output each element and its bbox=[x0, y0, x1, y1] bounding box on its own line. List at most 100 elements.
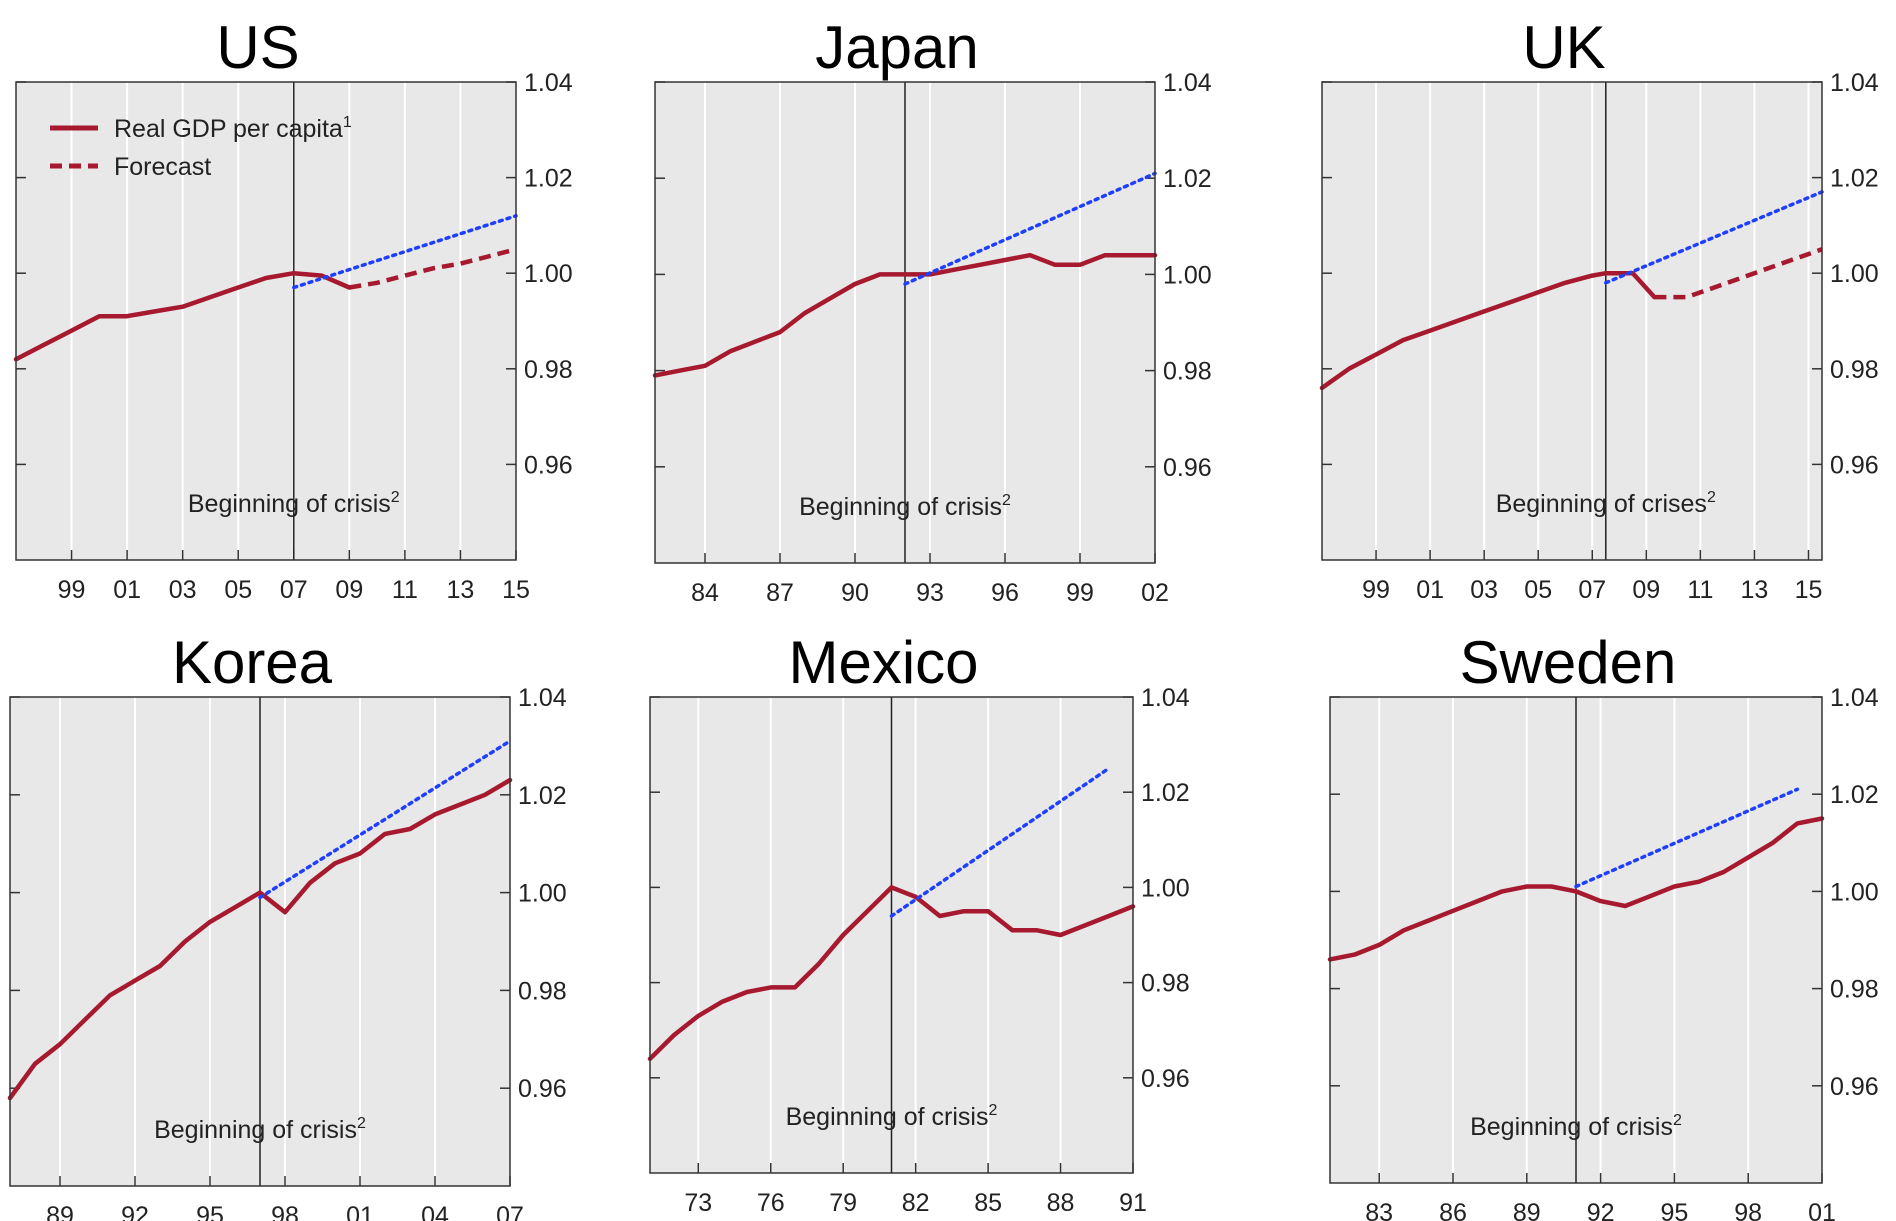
series-line-actual bbox=[1319, 270, 1657, 391]
legend: Real GDP per capita1 Forecast bbox=[50, 114, 352, 181]
x-tick-label: 79 bbox=[829, 1189, 857, 1217]
crisis-annotation: Beginning of crisis2 bbox=[188, 489, 400, 518]
series-line-trend bbox=[292, 214, 518, 290]
y-tick-label: 1.04 bbox=[1830, 684, 1879, 712]
x-tick-label: 95 bbox=[1660, 1199, 1688, 1221]
plot-frame bbox=[9, 696, 511, 1187]
panel-title: Mexico bbox=[788, 629, 978, 696]
panel-title: Japan bbox=[815, 14, 978, 81]
y-tick-label: 1.02 bbox=[1141, 779, 1190, 807]
series-line-forecast bbox=[348, 247, 517, 290]
x-tick-label: 07 bbox=[1578, 576, 1606, 604]
plot-background bbox=[16, 82, 516, 560]
x-tick-label: 98 bbox=[271, 1202, 299, 1221]
x-tick-label: 09 bbox=[335, 576, 363, 604]
x-tick-label: 05 bbox=[1524, 576, 1552, 604]
x-tick-label: 07 bbox=[280, 576, 308, 604]
crisis-annotation: Beginning of crisis2 bbox=[154, 1115, 366, 1144]
x-tick-label: 89 bbox=[46, 1202, 74, 1221]
legend-label-actual-sup: 1 bbox=[343, 114, 352, 131]
x-tick-label: 04 bbox=[421, 1202, 449, 1221]
series-line-actual bbox=[7, 777, 513, 1101]
x-tick-label: 11 bbox=[1687, 576, 1713, 604]
y-tick-label: 1.02 bbox=[1163, 165, 1212, 193]
series-line-actual bbox=[652, 252, 1158, 378]
x-tick-label: 84 bbox=[691, 579, 719, 607]
y-tick-label: 1.00 bbox=[1830, 878, 1879, 906]
x-tick-label: 13 bbox=[447, 576, 475, 604]
plot-frame bbox=[649, 696, 1134, 1174]
x-tick-label: 09 bbox=[1632, 576, 1660, 604]
y-tick-label: 0.98 bbox=[1830, 356, 1879, 384]
y-tick-label: 1.04 bbox=[1163, 69, 1212, 97]
x-tick-label: 93 bbox=[916, 579, 944, 607]
crisis-annotation-sup: 2 bbox=[1707, 489, 1716, 506]
x-tick-label: 99 bbox=[1066, 579, 1094, 607]
x-tick-label: 88 bbox=[1047, 1189, 1075, 1217]
chart-panel-mexico: 0.96 0.98 1.00 1.02 1.04 73 76 79 82 85 88 91 Beginn… bbox=[647, 629, 1190, 1217]
panel-title: Korea bbox=[172, 629, 333, 696]
y-tick-label: 0.98 bbox=[518, 977, 567, 1005]
x-tick-label: 01 bbox=[1808, 1199, 1836, 1221]
y-tick-label: 0.98 bbox=[1141, 970, 1190, 998]
series-line-trend bbox=[889, 766, 1111, 918]
y-tick-label: 0.98 bbox=[1830, 976, 1879, 1004]
y-tick-label: 0.96 bbox=[518, 1075, 567, 1103]
crisis-annotation: Beginning of crises2 bbox=[1496, 489, 1716, 518]
y-tick-label: 1.00 bbox=[518, 880, 567, 908]
y-tick-label: 1.00 bbox=[1830, 260, 1879, 288]
x-tick-label: 76 bbox=[757, 1189, 785, 1217]
x-tick-label: 85 bbox=[974, 1189, 1002, 1217]
x-tick-label: 13 bbox=[1741, 576, 1769, 604]
x-tick-label: 92 bbox=[121, 1202, 149, 1221]
y-tick-label: 1.04 bbox=[524, 69, 573, 97]
x-tick-label: 83 bbox=[1365, 1199, 1393, 1221]
series-line-trend bbox=[258, 739, 512, 900]
x-tick-label: 07 bbox=[496, 1202, 524, 1221]
y-tick-label: 0.96 bbox=[1830, 451, 1879, 479]
series-line-trend bbox=[1574, 787, 1800, 889]
series-line-actual bbox=[1327, 816, 1825, 962]
chart-panel-sweden: 0.96 0.98 1.00 1.02 1.04 83 86 89 92 95 98 01 Beginn… bbox=[1327, 629, 1879, 1221]
plot-frame bbox=[1321, 81, 1823, 561]
x-tick-label: 02 bbox=[1141, 579, 1169, 607]
legend-label-actual: Real GDP per capita1 bbox=[114, 114, 352, 143]
chart-panel-uk: 0.96 0.98 1.00 1.02 1.04 99 01 03 05 07 09 11 13 15 Be… bbox=[1319, 14, 1879, 604]
plot-frame bbox=[15, 81, 517, 561]
y-tick-label: 1.00 bbox=[1141, 874, 1190, 902]
y-tick-label: 0.98 bbox=[1163, 358, 1212, 386]
y-tick-label: 1.00 bbox=[524, 260, 573, 288]
x-tick-label: 82 bbox=[902, 1189, 930, 1217]
x-tick-label: 15 bbox=[502, 576, 530, 604]
y-tick-label: 1.02 bbox=[1830, 165, 1879, 193]
y-tick-label: 1.02 bbox=[518, 782, 567, 810]
x-tick-label: 03 bbox=[1470, 576, 1498, 604]
y-tick-label: 0.98 bbox=[524, 356, 573, 384]
y-tick-label: 1.02 bbox=[1830, 781, 1879, 809]
chart-panel-us: 0.96 0.98 1.00 1.02 1.04 99 01 03 05 07 09 11 13 15 Be… bbox=[13, 14, 573, 604]
y-tick-label: 1.04 bbox=[1141, 684, 1190, 712]
x-tick-label: 98 bbox=[1734, 1199, 1762, 1221]
y-tick-label: 0.96 bbox=[524, 451, 573, 479]
crisis-annotation-sup: 2 bbox=[1673, 1112, 1682, 1129]
series-line-actual bbox=[647, 885, 1136, 1062]
x-tick-label: 03 bbox=[169, 576, 197, 604]
x-tick-label: 87 bbox=[766, 579, 794, 607]
crisis-annotation: Beginning of crisis2 bbox=[786, 1102, 998, 1131]
x-tick-label: 95 bbox=[196, 1202, 224, 1221]
y-tick-label: 1.02 bbox=[524, 165, 573, 193]
x-tick-label: 96 bbox=[991, 579, 1019, 607]
plot-frame bbox=[1329, 696, 1823, 1184]
panel-title: UK bbox=[1522, 14, 1605, 81]
chart-panel-japan: 0.96 0.98 1.00 1.02 1.04 84 87 90 93 96 99 02 Beginn… bbox=[652, 14, 1212, 607]
x-tick-label: 01 bbox=[346, 1202, 374, 1221]
crisis-annotation: Beginning of crisis2 bbox=[799, 492, 1011, 521]
x-tick-label: 05 bbox=[224, 576, 252, 604]
x-tick-label: 90 bbox=[841, 579, 869, 607]
x-tick-label: 92 bbox=[1587, 1199, 1615, 1221]
y-tick-label: 0.96 bbox=[1141, 1065, 1190, 1093]
x-tick-label: 01 bbox=[1416, 576, 1444, 604]
series-line-trend bbox=[903, 171, 1157, 286]
